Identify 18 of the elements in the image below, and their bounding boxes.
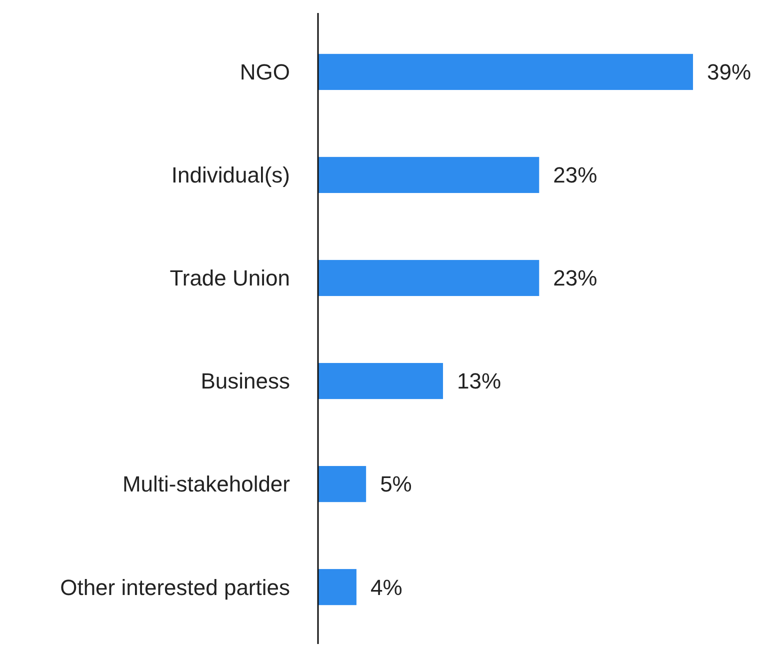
bar bbox=[318, 260, 540, 296]
data-label: 5% bbox=[380, 472, 412, 497]
data-label: 39% bbox=[707, 60, 752, 85]
y-tick-label: NGO bbox=[240, 60, 290, 85]
bar bbox=[318, 569, 356, 606]
bar bbox=[318, 156, 540, 193]
y-tick-label: Individual(s) bbox=[171, 162, 290, 188]
data-label: 23% bbox=[553, 266, 598, 291]
data-label: 13% bbox=[457, 368, 502, 394]
data-label: 23% bbox=[553, 162, 598, 188]
bar bbox=[318, 466, 366, 502]
data-label: 4% bbox=[370, 574, 402, 600]
y-tick-label: Business bbox=[200, 368, 290, 394]
bar bbox=[318, 362, 443, 400]
y-tick-label: Other interested parties bbox=[60, 574, 290, 600]
bar bbox=[318, 54, 693, 90]
y-tick-label: Trade Union bbox=[170, 266, 290, 291]
y-tick-label: Multi-stakeholder bbox=[122, 472, 290, 497]
